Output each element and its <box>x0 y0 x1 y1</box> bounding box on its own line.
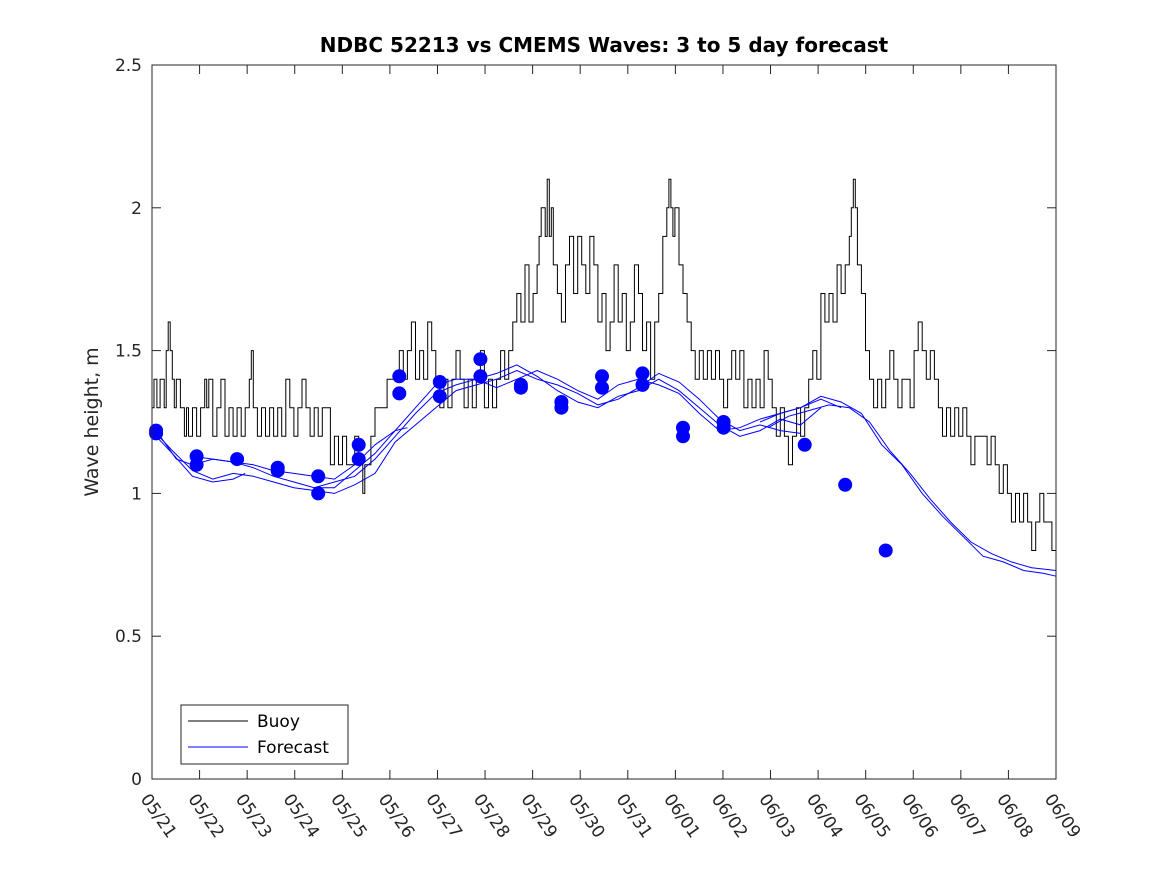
x-tick-label: 06/09 <box>1040 790 1084 842</box>
plot-frame <box>151 64 1057 780</box>
x-tick-label: 05/28 <box>469 790 513 842</box>
forecast-marker <box>878 543 893 558</box>
forecast-line-4 <box>767 404 1057 571</box>
forecast-marker <box>716 420 731 435</box>
x-tick-label: 05/29 <box>517 790 561 842</box>
y-tick-label: 1.5 <box>115 342 142 362</box>
x-tick-label: 05/30 <box>564 790 608 842</box>
x-tick-label: 06/02 <box>707 790 751 842</box>
forecast-marker <box>311 469 326 484</box>
x-tick-label: 05/24 <box>279 790 323 842</box>
x-tick-label: 05/26 <box>374 790 418 842</box>
legend-box <box>180 704 349 765</box>
forecast-line-0 <box>155 370 801 494</box>
x-tick-label: 05/25 <box>326 790 370 842</box>
forecast-marker <box>432 389 447 404</box>
y-tick-label: 2.5 <box>115 56 142 76</box>
buoy-line <box>152 178 1056 551</box>
forecast-marker <box>392 386 407 401</box>
plot-area <box>152 65 1056 779</box>
forecast-marker <box>311 486 326 501</box>
forecast-marker <box>513 380 528 395</box>
x-tick-label: 06/05 <box>850 790 894 842</box>
x-tick-label: 05/23 <box>231 790 275 842</box>
forecast-marker <box>351 437 366 452</box>
x-tick-label: 05/27 <box>421 790 465 842</box>
x-tick-label: 06/04 <box>802 790 846 842</box>
legend-label-forecast: Forecast <box>257 738 329 758</box>
forecast-marker <box>676 429 690 444</box>
forecast-marker <box>392 369 407 384</box>
forecast-marker <box>270 463 285 478</box>
legend: Buoy Forecast <box>180 704 349 765</box>
forecast-marker <box>230 452 245 467</box>
legend-label-buoy: Buoy <box>257 712 300 732</box>
forecast-marker <box>635 377 650 392</box>
forecast-marker <box>189 457 204 472</box>
forecast-marker <box>595 380 609 395</box>
forecast-marker <box>554 400 569 415</box>
forecast-line-5 <box>155 435 246 483</box>
forecast-marker <box>473 369 488 384</box>
x-tick-label: 06/06 <box>897 790 941 842</box>
forecast-line-3 <box>759 395 1057 577</box>
chart-title: NDBC 52213 vs CMEMS Waves: 3 to 5 day fo… <box>320 33 889 57</box>
x-tick-label: 05/21 <box>136 790 180 842</box>
forecast-marker <box>797 437 812 452</box>
y-tick-label: 0.5 <box>115 627 142 647</box>
x-tick-label: 06/08 <box>992 790 1036 842</box>
x-tick-label: 06/03 <box>754 790 798 842</box>
forecast-marker <box>149 426 164 441</box>
y-tick-label: 2 <box>131 199 142 219</box>
x-tick-label: 06/01 <box>659 790 703 842</box>
x-tick-label: 06/07 <box>945 790 989 842</box>
x-tick-label: 05/22 <box>183 790 227 842</box>
y-tick-label: 0 <box>131 770 142 790</box>
forecast-line-2 <box>192 370 842 480</box>
y-tick-label: 1 <box>131 484 142 504</box>
y-axis-label: Wave height, m <box>81 347 103 496</box>
x-tick-label: 05/31 <box>612 790 656 842</box>
forecast-marker <box>838 477 853 492</box>
forecast-marker <box>473 352 488 367</box>
forecast-marker <box>351 452 366 467</box>
forecast-marker <box>432 375 447 389</box>
